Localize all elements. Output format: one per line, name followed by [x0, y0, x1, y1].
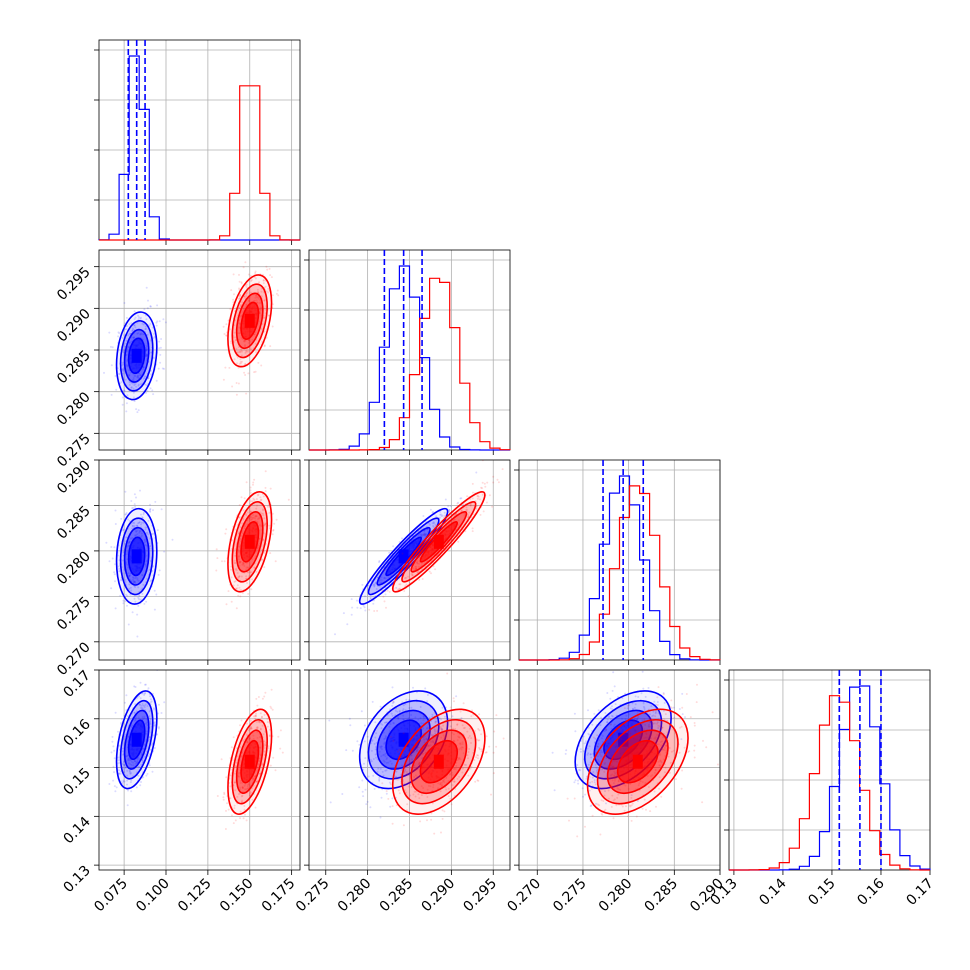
x-tick-label: 0.285 — [377, 876, 417, 916]
x-tick-label: 0.16 — [854, 875, 887, 908]
y-tick-label: 0.15 — [60, 765, 93, 798]
x-tick-label: 0.275 — [293, 876, 333, 916]
y-tick-label: 0.295 — [54, 264, 94, 304]
histogram-panel-3-frame — [728, 669, 931, 871]
density-peak-red — [244, 754, 255, 769]
y-tick-label: 0.14 — [60, 814, 93, 847]
density-peak-blue — [131, 348, 142, 363]
density-peak-blue — [618, 732, 629, 747]
histogram-panel-1-frame — [308, 249, 511, 451]
x-tick-label: 0.280 — [596, 876, 636, 916]
x-tick-label: 0.290 — [419, 876, 459, 916]
x-tick-label: 0.14 — [756, 875, 789, 908]
x-tick-label: 0.285 — [641, 876, 681, 916]
histogram-blue-2 — [519, 475, 720, 661]
x-tick-label: 0.150 — [217, 876, 257, 916]
x-tick-label: 0.280 — [335, 876, 375, 916]
scatter-points-1-0 — [103, 261, 280, 414]
histogram-red-0 — [99, 85, 300, 241]
histogram-blue-1 — [309, 265, 510, 451]
density-peak-red — [632, 754, 643, 769]
density-peak-red — [244, 313, 255, 328]
x-tick-label: 0.17 — [903, 876, 936, 909]
x-tick-label: 0.275 — [550, 876, 590, 916]
y-tick-label: 0.13 — [60, 863, 93, 896]
scatter-panel-2-0-frame — [98, 459, 301, 661]
density-peak-blue — [131, 732, 142, 747]
scatter-points-2-1 — [334, 460, 504, 636]
histogram-panel-0-bg — [99, 40, 300, 240]
x-tick-label: 0.295 — [460, 876, 500, 916]
y-tick-label: 0.290 — [54, 306, 94, 346]
x-tick-label: 0.15 — [805, 876, 838, 909]
scatter-panel-3-2-frame — [518, 669, 721, 871]
y-tick-label: 0.280 — [54, 389, 94, 429]
scatter-layer — [99, 40, 931, 870]
scatter-points-3-0 — [108, 670, 284, 830]
y-tick-label: 0.280 — [54, 548, 94, 588]
scatter-panel-1-0-frame — [98, 249, 301, 451]
density-peak-red — [433, 534, 444, 549]
histogram-red-1 — [309, 277, 511, 451]
x-tick-label: 0.270 — [504, 876, 544, 916]
x-tick-label: 0.075 — [91, 876, 131, 916]
y-tick-label: 0.275 — [54, 594, 94, 634]
x-tick-label: 0.175 — [259, 876, 299, 916]
scatter-points-3-1 — [328, 672, 505, 835]
y-tick-label: 0.16 — [60, 716, 93, 749]
scatter-panel-2-1-frame — [308, 459, 511, 661]
density-peak-red — [244, 534, 255, 549]
x-tick-label: 0.100 — [133, 876, 173, 916]
x-tick-label: 0.125 — [175, 876, 215, 916]
scatter-points-3-2 — [551, 670, 719, 838]
y-tick-label: 0.285 — [54, 348, 94, 388]
scatter-panel-3-1-frame — [308, 669, 511, 871]
density-peak-blue — [131, 549, 142, 564]
histogram-red-3 — [729, 695, 930, 871]
histogram-red-2 — [519, 485, 721, 661]
density-peak-blue — [398, 732, 409, 747]
density-peak-blue — [398, 549, 409, 564]
scatter-panel-3-0-frame — [98, 669, 301, 871]
y-tick-label: 0.285 — [54, 503, 94, 543]
density-peak-red — [433, 754, 444, 769]
histogram-blue-0 — [98, 55, 300, 241]
scatter-points-2-0 — [105, 470, 290, 638]
histogram-panel-2-frame — [518, 459, 721, 661]
